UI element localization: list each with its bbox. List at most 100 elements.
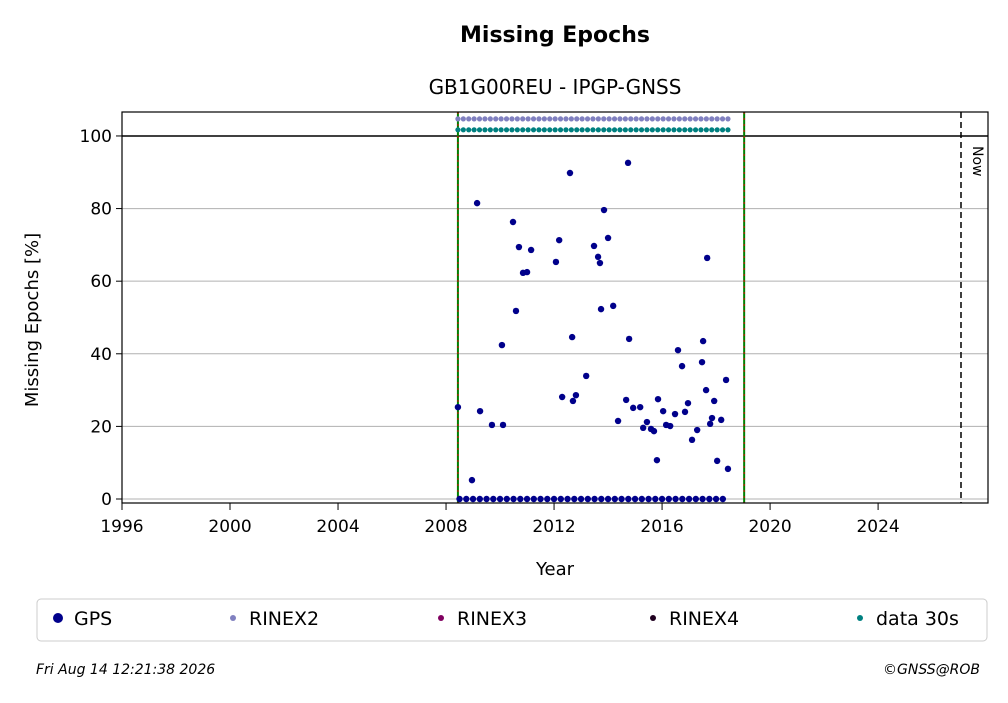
data-point bbox=[557, 127, 564, 133]
data-point bbox=[687, 116, 693, 122]
data-point bbox=[643, 418, 651, 426]
data-point bbox=[530, 127, 537, 133]
data-point bbox=[466, 116, 472, 122]
data-point bbox=[601, 116, 607, 122]
data-point bbox=[455, 127, 461, 133]
data-point bbox=[652, 495, 659, 503]
data-point bbox=[692, 495, 700, 503]
data-point bbox=[609, 302, 617, 310]
data-point bbox=[566, 169, 574, 177]
data-point bbox=[514, 127, 520, 133]
data-point bbox=[709, 116, 715, 122]
data-point bbox=[530, 116, 537, 122]
legend-label: RINEX3 bbox=[457, 608, 527, 630]
legend-marker bbox=[53, 613, 63, 623]
data-point bbox=[611, 495, 619, 503]
data-point bbox=[671, 127, 677, 133]
data-point bbox=[503, 495, 510, 503]
data-point bbox=[706, 420, 714, 428]
data-point bbox=[703, 116, 709, 122]
data-point bbox=[638, 495, 646, 503]
data-point bbox=[564, 495, 571, 503]
data-point bbox=[509, 116, 515, 122]
data-point bbox=[584, 116, 591, 122]
x-tick-label: 2000 bbox=[208, 517, 251, 537]
x-tick-label: 2004 bbox=[316, 517, 359, 537]
data-point bbox=[671, 116, 677, 122]
data-point bbox=[687, 127, 693, 133]
data-point bbox=[591, 495, 598, 503]
data-point bbox=[719, 127, 726, 133]
data-point bbox=[498, 341, 506, 349]
y-tick-label: 0 bbox=[101, 490, 112, 510]
data-point bbox=[579, 127, 585, 133]
data-point bbox=[624, 159, 632, 167]
data-point bbox=[692, 116, 699, 122]
x-tick-label: 2008 bbox=[424, 517, 467, 537]
y-tick-label: 100 bbox=[80, 127, 112, 147]
data-point bbox=[590, 116, 596, 122]
data-point bbox=[698, 116, 704, 122]
data-point bbox=[614, 417, 622, 425]
data-point bbox=[617, 116, 623, 122]
data-point bbox=[649, 127, 655, 133]
data-point bbox=[476, 127, 483, 133]
data-point bbox=[625, 335, 633, 343]
data-point bbox=[655, 127, 661, 133]
plot-frame bbox=[121, 111, 989, 504]
data-point bbox=[555, 236, 563, 244]
data-point bbox=[714, 116, 720, 122]
data-point bbox=[572, 391, 580, 399]
data-point bbox=[682, 116, 688, 122]
data-point bbox=[679, 495, 686, 503]
data-point bbox=[536, 116, 542, 122]
data-point bbox=[719, 495, 727, 503]
data-point bbox=[688, 436, 696, 444]
data-point bbox=[547, 116, 553, 122]
data-point bbox=[482, 127, 488, 133]
data-point bbox=[487, 127, 493, 133]
credit: ©GNSS@ROB bbox=[883, 662, 980, 678]
data-point bbox=[569, 397, 577, 405]
data-point bbox=[552, 258, 560, 266]
data-point bbox=[618, 495, 625, 503]
legend-label: RINEX2 bbox=[249, 608, 319, 630]
x-tick-label: 2024 bbox=[856, 517, 899, 537]
data-point bbox=[466, 127, 472, 133]
data-point bbox=[638, 127, 645, 133]
now-label: Now bbox=[969, 146, 985, 177]
data-point bbox=[712, 495, 720, 503]
data-point bbox=[473, 199, 481, 207]
data-point bbox=[699, 495, 706, 503]
data-point bbox=[714, 127, 720, 133]
data-point bbox=[698, 358, 706, 366]
data-point bbox=[595, 127, 601, 133]
data-point bbox=[584, 127, 591, 133]
data-point bbox=[692, 127, 699, 133]
data-point bbox=[493, 116, 499, 122]
data-point bbox=[454, 403, 462, 411]
data-point bbox=[568, 333, 576, 341]
data-point bbox=[476, 116, 483, 122]
data-point bbox=[552, 116, 558, 122]
data-point bbox=[509, 127, 515, 133]
data-point bbox=[674, 346, 682, 354]
data-point bbox=[574, 116, 580, 122]
data-point bbox=[719, 116, 726, 122]
data-point bbox=[550, 495, 558, 503]
legend-box bbox=[36, 598, 988, 642]
data-point bbox=[628, 127, 634, 133]
data-point bbox=[653, 456, 661, 464]
data-point bbox=[654, 395, 662, 403]
legend-marker bbox=[857, 615, 863, 621]
chart-title: Missing Epochs bbox=[460, 23, 650, 48]
data-point bbox=[685, 495, 693, 503]
data-point bbox=[725, 116, 731, 122]
data-point bbox=[676, 127, 682, 133]
data-point bbox=[622, 116, 628, 122]
data-point bbox=[622, 396, 630, 404]
data-point bbox=[699, 337, 707, 345]
data-point bbox=[493, 127, 499, 133]
data-point bbox=[597, 305, 605, 313]
data-point bbox=[563, 127, 569, 133]
